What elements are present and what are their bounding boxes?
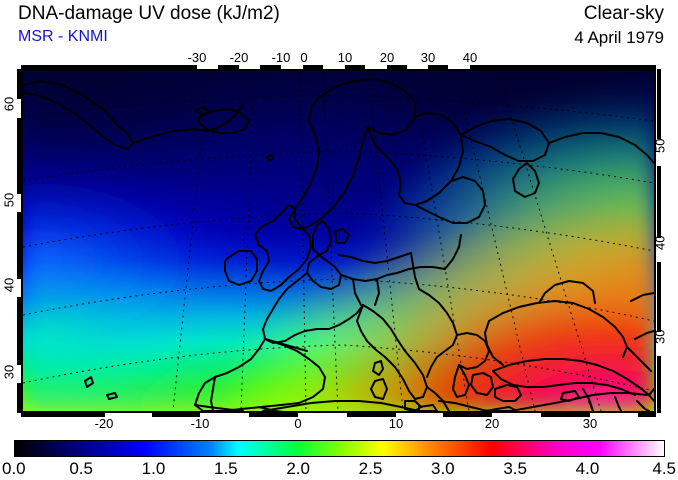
colorbar-tick-label-8: 4.0 [575, 459, 600, 478]
axis-tick-label-bottom-2: 0 [294, 416, 302, 431]
colorbar-tick-label-0: 0.0 [2, 459, 26, 478]
colorbar-tick-label-4: 2.0 [286, 459, 310, 478]
axis-tick-label-right-1: 40 [652, 235, 668, 250]
institute-label: MSR - KNMI [18, 28, 108, 45]
colorbar-tick-label-6: 3.0 [431, 459, 455, 478]
colorbar-tick-label-5: 2.5 [358, 459, 383, 478]
axis-tick-label-right-2: 30 [652, 329, 668, 344]
map-canvas [23, 71, 654, 411]
axis-tick-label-top-5: 20 [379, 50, 395, 65]
colorbar-tick-label-1: 0.5 [69, 459, 93, 478]
axis-tick-label-left-2: 40 [1, 277, 17, 293]
map-render [23, 71, 654, 411]
axis-tick-label-bottom-3: 10 [388, 416, 404, 431]
axis-tick-label-top-7: 40 [462, 50, 478, 65]
map-plot-area [21, 69, 656, 413]
colorbar-tick-label-3: 1.5 [214, 459, 238, 478]
axis-tick-label-bottom-4: 20 [484, 416, 500, 431]
colorbar-tick-label-2: 1.0 [141, 459, 166, 478]
axis-tick-label-left-3: 30 [1, 364, 17, 380]
colorbar-tick-label-7: 3.5 [503, 459, 527, 478]
axis-tick-label-top-6: 30 [420, 50, 436, 65]
axis-tick-label-bottom-0: -20 [94, 416, 114, 431]
axis-tick-label-top-1: -20 [229, 50, 249, 65]
sky-condition-label: Clear-sky [583, 3, 664, 24]
colorbar [14, 440, 665, 457]
axis-tick-label-bottom-1: -10 [190, 416, 210, 431]
date-label: 4 April 1979 [574, 28, 664, 47]
axis-tick-label-top-2: -10 [271, 50, 291, 65]
axis-tick-label-bottom-5: 30 [582, 416, 598, 431]
coastlines [23, 78, 654, 411]
axis-tick-label-left-0: 60 [1, 96, 17, 112]
page-title: DNA-damage UV dose (kJ/m2) [18, 3, 280, 24]
axis-tick-label-top-3: 0 [300, 50, 308, 65]
graticule [23, 71, 654, 411]
colorbar-gradient [15, 441, 664, 456]
uv-dose-field [23, 71, 654, 411]
axis-tick-label-top-0: -30 [187, 50, 207, 65]
axis-tick-label-right-0: 50 [652, 138, 668, 153]
axis-tick-label-left-1: 50 [1, 192, 17, 208]
axis-tick-label-top-4: 10 [337, 50, 353, 65]
colorbar-tick-label-9: 4.5 [652, 459, 676, 478]
